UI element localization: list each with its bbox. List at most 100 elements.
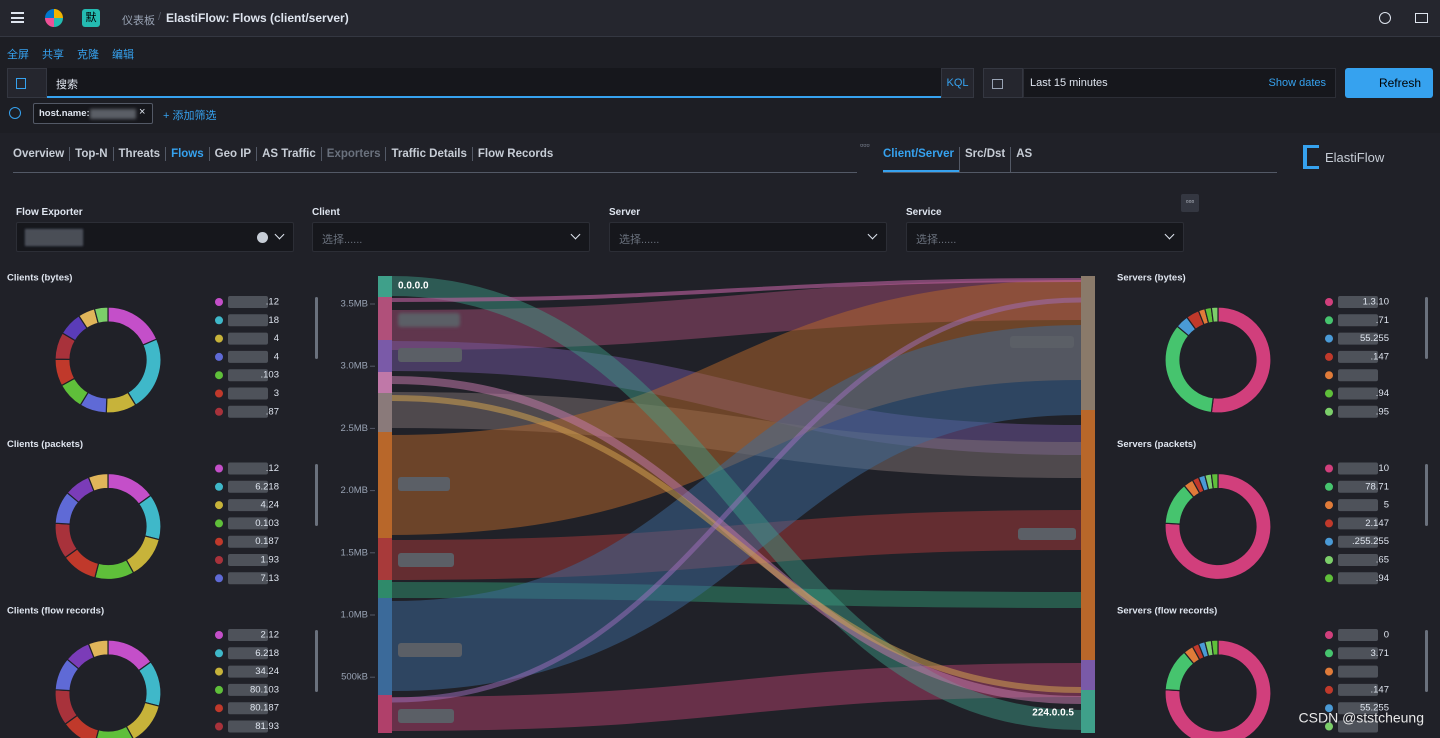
mail-icon[interactable] bbox=[1415, 13, 1428, 23]
flow bbox=[391, 278, 1082, 302]
legend-label[interactable]: .95 bbox=[1376, 406, 1389, 417]
clear-button[interactable] bbox=[257, 232, 268, 243]
tab[interactable]: Flow Records bbox=[471, 147, 558, 161]
redacted bbox=[1338, 387, 1378, 400]
legend-label[interactable]: 0.103 bbox=[255, 518, 279, 529]
legend-label[interactable]: .103 bbox=[261, 370, 280, 381]
legend-label[interactable]: 5 bbox=[1384, 500, 1389, 511]
donut-segment[interactable] bbox=[93, 306, 109, 325]
legend-label[interactable]: .94 bbox=[1376, 388, 1389, 399]
breadcrumb[interactable]: 仪表板 bbox=[122, 15, 155, 27]
legend-label[interactable]: 4 bbox=[274, 351, 279, 362]
legend-label[interactable]: 2.12 bbox=[261, 630, 280, 641]
tab[interactable]: Exporters bbox=[320, 147, 386, 161]
legend-label[interactable]: 6.218 bbox=[255, 481, 279, 492]
add-filter[interactable]: + 添加筛选 bbox=[163, 110, 217, 122]
legend-label[interactable]: .12 bbox=[266, 463, 279, 474]
redacted bbox=[228, 499, 268, 512]
filter-remove[interactable]: × bbox=[139, 106, 146, 118]
refresh-button[interactable]: Refresh bbox=[1345, 68, 1433, 98]
legend-label[interactable]: 80.103 bbox=[250, 684, 279, 695]
node bbox=[378, 276, 392, 297]
node bbox=[378, 372, 392, 393]
panel-options[interactable]: ▫▫▫ bbox=[860, 140, 870, 150]
filter-pill[interactable]: host.name: × bbox=[33, 103, 153, 124]
legend-label[interactable]: .12 bbox=[266, 297, 279, 308]
legend-label[interactable]: 80.187 bbox=[250, 703, 279, 714]
legend-label[interactable]: .65 bbox=[1376, 555, 1389, 566]
tab[interactable]: Threats bbox=[112, 147, 166, 161]
redacted bbox=[1018, 528, 1076, 540]
action-link[interactable]: 克隆 bbox=[77, 49, 99, 61]
legend-label[interactable]: 7.13 bbox=[261, 573, 280, 584]
legend-label[interactable]: 18 bbox=[268, 315, 279, 326]
legend-label[interactable]: 6.218 bbox=[255, 648, 279, 659]
quick-menu[interactable] bbox=[983, 68, 1023, 98]
legend-label[interactable]: .94 bbox=[1376, 573, 1389, 584]
help-icon[interactable] bbox=[1379, 12, 1391, 24]
action-link[interactable]: 全屏 bbox=[7, 49, 29, 61]
tab[interactable]: Geo IP bbox=[208, 147, 256, 161]
date-picker[interactable]: Last 15 minutes Show dates bbox=[1023, 68, 1336, 98]
sub-tab[interactable]: Client/Server bbox=[883, 147, 959, 172]
legend-swatch bbox=[1325, 352, 1333, 361]
legend-label[interactable]: 4.24 bbox=[261, 500, 280, 511]
tab[interactable]: Flows bbox=[165, 147, 209, 161]
sub-tab[interactable]: AS bbox=[1010, 147, 1037, 172]
donut-segment[interactable] bbox=[1210, 472, 1219, 490]
query-input[interactable]: 搜索 bbox=[47, 68, 941, 98]
legend-swatch bbox=[1325, 722, 1333, 731]
sub-tab[interactable]: Src/Dst bbox=[958, 147, 1010, 172]
select[interactable] bbox=[16, 222, 294, 252]
show-dates[interactable]: Show dates bbox=[1268, 77, 1326, 89]
select[interactable]: 选择...... bbox=[906, 222, 1184, 252]
legend-label[interactable]: 1.93 bbox=[261, 555, 280, 566]
donut-segment[interactable] bbox=[87, 639, 109, 659]
donut-segment[interactable] bbox=[87, 472, 109, 492]
legend-label[interactable]: .87 bbox=[266, 406, 279, 417]
donut-segment[interactable] bbox=[1210, 306, 1219, 323]
tab[interactable]: Overview bbox=[13, 148, 65, 160]
panel-options[interactable]: ▫▫▫ bbox=[1181, 194, 1199, 212]
legend-label[interactable]: 55.255 bbox=[1360, 703, 1389, 714]
legend-label[interactable]: 78.71 bbox=[1365, 481, 1389, 492]
scrollbar bbox=[1425, 464, 1428, 526]
donut-segment[interactable] bbox=[1164, 639, 1272, 738]
kibana-logo[interactable] bbox=[45, 9, 63, 27]
flow bbox=[391, 325, 1082, 691]
redacted bbox=[228, 554, 268, 566]
legend-label[interactable]: 3.71 bbox=[1371, 648, 1390, 659]
legend-label[interactable]: 2.147 bbox=[1365, 518, 1389, 529]
filter-icon[interactable] bbox=[9, 107, 21, 119]
donut-segment[interactable] bbox=[1210, 639, 1219, 656]
legend-swatch bbox=[1325, 667, 1333, 676]
legend-label[interactable]: 34.24 bbox=[255, 666, 279, 677]
tab[interactable]: Top-N bbox=[69, 147, 112, 161]
sub-tabs: Client/Server Src/Dst AS bbox=[883, 147, 1037, 172]
legend-label[interactable]: .147 bbox=[1371, 351, 1390, 362]
legend-swatch bbox=[1325, 704, 1333, 713]
donut-segment[interactable] bbox=[1164, 472, 1272, 581]
kql-toggle[interactable]: KQL bbox=[941, 68, 974, 98]
tab[interactable]: Traffic Details bbox=[385, 147, 471, 161]
action-link[interactable]: 共享 bbox=[42, 49, 64, 61]
menu-button[interactable] bbox=[11, 12, 24, 23]
legend-label[interactable]: 1.3.10 bbox=[1363, 297, 1389, 308]
legend-label[interactable]: 0 bbox=[1384, 630, 1389, 641]
legend-label[interactable]: 55.255 bbox=[1360, 333, 1389, 344]
legend-label[interactable]: 4 bbox=[274, 333, 279, 344]
legend-label[interactable]: .71 bbox=[1376, 315, 1389, 326]
space-badge[interactable]: 默 bbox=[82, 9, 100, 27]
legend-label[interactable]: .255.255 bbox=[1352, 536, 1389, 547]
legend-label[interactable]: .147 bbox=[1371, 684, 1390, 695]
select[interactable]: 选择...... bbox=[609, 222, 887, 252]
redacted bbox=[1338, 350, 1378, 363]
action-link[interactable]: 编辑 bbox=[112, 49, 134, 61]
legend-label[interactable]: 0.187 bbox=[255, 536, 279, 547]
legend-label[interactable]: 81.93 bbox=[255, 721, 279, 732]
legend-label[interactable]: 10 bbox=[1378, 463, 1389, 474]
tab[interactable]: AS Traffic bbox=[256, 147, 321, 161]
saved-query-button[interactable] bbox=[7, 68, 47, 98]
select[interactable]: 选择...... bbox=[312, 222, 590, 252]
legend-label[interactable]: 3 bbox=[274, 388, 279, 399]
